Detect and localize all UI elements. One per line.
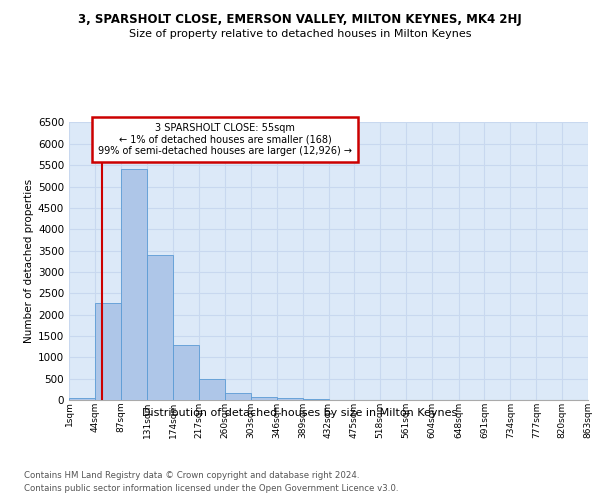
Bar bbox=[121, 170, 147, 400]
Text: Size of property relative to detached houses in Milton Keynes: Size of property relative to detached ho… bbox=[129, 29, 471, 39]
Bar bbox=[251, 397, 277, 400]
Bar bbox=[95, 302, 121, 400]
Bar bbox=[199, 379, 225, 400]
Text: Contains public sector information licensed under the Open Government Licence v3: Contains public sector information licen… bbox=[24, 484, 398, 493]
Bar bbox=[69, 398, 95, 400]
Text: Distribution of detached houses by size in Milton Keynes: Distribution of detached houses by size … bbox=[142, 408, 458, 418]
Bar bbox=[225, 393, 251, 400]
Bar bbox=[277, 398, 302, 400]
Text: 3, SPARSHOLT CLOSE, EMERSON VALLEY, MILTON KEYNES, MK4 2HJ: 3, SPARSHOLT CLOSE, EMERSON VALLEY, MILT… bbox=[78, 12, 522, 26]
Y-axis label: Number of detached properties: Number of detached properties bbox=[24, 179, 34, 344]
Text: Contains HM Land Registry data © Crown copyright and database right 2024.: Contains HM Land Registry data © Crown c… bbox=[24, 471, 359, 480]
Bar bbox=[147, 255, 173, 400]
Text: 3 SPARSHOLT CLOSE: 55sqm
← 1% of detached houses are smaller (168)
99% of semi-d: 3 SPARSHOLT CLOSE: 55sqm ← 1% of detache… bbox=[98, 123, 352, 156]
Bar bbox=[173, 345, 199, 400]
Bar bbox=[302, 399, 329, 400]
